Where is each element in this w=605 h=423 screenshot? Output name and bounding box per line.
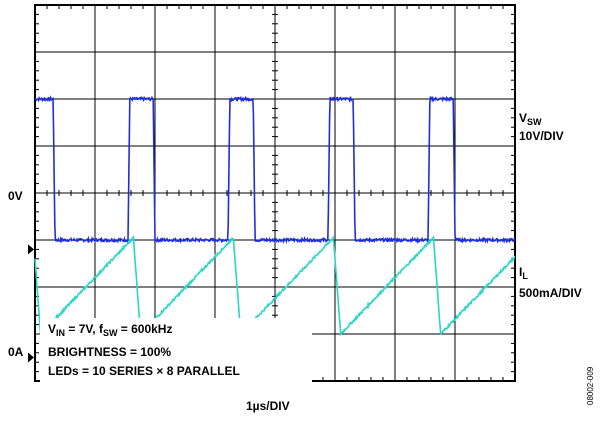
il-scale-label: 500mA/DIV	[519, 286, 582, 300]
test-conditions-box: VIN = 7V, fSW = 600kHz BRIGHTNESS = 100%…	[40, 318, 312, 384]
condition-line-vin-fsw: VIN = 7V, fSW = 600kHz	[48, 322, 173, 338]
x-axis-label: 1µs/DIV	[246, 399, 290, 413]
vsw-scale-label: 10V/DIV	[519, 129, 564, 143]
il-zero-marker-label: 0A	[8, 345, 24, 359]
il-channel-label: IL	[519, 265, 528, 281]
vsw-trace	[34, 95, 516, 245]
vsw-zero-marker	[28, 244, 34, 255]
vsw-channel-label: VSW	[519, 111, 542, 127]
il-trace	[34, 234, 516, 337]
il-zero-marker	[28, 352, 34, 363]
condition-line-brightness: BRIGHTNESS = 100%	[48, 345, 172, 359]
condition-line-leds: LEDs = 10 SERIES × 8 PARALLEL	[48, 364, 240, 378]
vsw-zero-marker-label: 0V	[8, 189, 23, 203]
figure-id: 08002-009	[586, 366, 595, 405]
